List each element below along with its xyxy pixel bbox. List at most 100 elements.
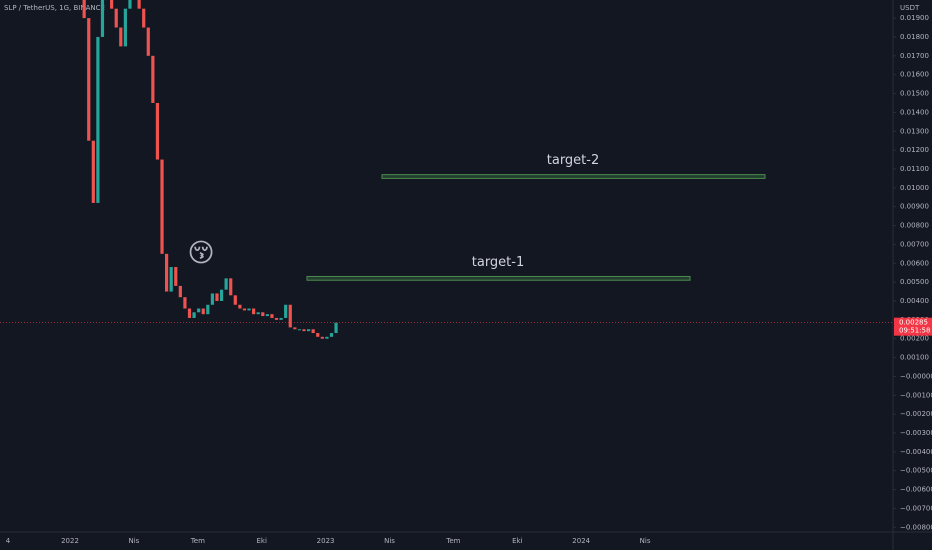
y-tick-label: 0.01900 (900, 14, 929, 22)
y-tick-label: 0.00600 (900, 259, 929, 267)
x-tick-label: Nis (640, 537, 651, 545)
y-tick-label: 0.01100 (900, 165, 929, 173)
candle (165, 253, 169, 292)
candle (261, 312, 265, 317)
y-tick-label: −0.00500 (900, 467, 932, 475)
candle (229, 278, 233, 296)
x-tick-label: 2023 (317, 537, 335, 545)
candle (197, 308, 201, 313)
target-zone (381, 174, 766, 179)
candle (316, 333, 320, 337)
candle (128, 0, 132, 9)
candle (87, 18, 91, 141)
y-tick-label: −0.00100 (900, 391, 932, 399)
candle (151, 55, 155, 103)
y-tick-label: −0.00300 (900, 429, 932, 437)
candle (178, 285, 182, 298)
candle (174, 267, 178, 286)
axis-unit: USDT (900, 4, 920, 12)
plot: target-2 target-1 😚 (82, 0, 766, 339)
y-tick-label: 0.01300 (900, 127, 929, 135)
target-label: target-1 (472, 255, 525, 270)
y-tick-label: 0.00100 (900, 354, 929, 362)
candle (293, 327, 297, 330)
candle (206, 304, 210, 315)
x-tick-label: 2022 (61, 537, 79, 545)
candle (169, 267, 173, 292)
y-tick-label: 0.00400 (900, 297, 929, 305)
candle (119, 27, 123, 47)
candle (252, 308, 256, 315)
candle (114, 8, 118, 28)
candle (265, 314, 269, 317)
candle (279, 317, 283, 320)
candle (155, 102, 160, 160)
x-tick-label: Tem (445, 537, 460, 545)
y-tick-label: −0.00200 (900, 410, 932, 418)
candle (247, 308, 251, 311)
candle (320, 336, 324, 339)
y-tick-label: −0.00600 (900, 486, 932, 494)
candle (160, 159, 164, 254)
emoji: 😚 (187, 239, 214, 269)
candle (334, 322, 338, 334)
y-tick-label: 0.00500 (900, 278, 929, 286)
candle (288, 304, 292, 328)
symbol-header: SLP / TetherUS, 1G, BINANCE (4, 4, 105, 12)
y-tick-label: −0.00800 (900, 523, 932, 531)
y-tick-label: 0.01500 (900, 90, 929, 98)
candle (146, 27, 150, 56)
x-tick-label: Nis (128, 537, 139, 545)
candle (284, 304, 288, 318)
x-tick-label: 2024 (572, 537, 590, 545)
candle (242, 308, 247, 311)
candle (224, 278, 228, 290)
candle (302, 329, 306, 332)
x-tick-label: Tem (190, 537, 205, 545)
candle (274, 317, 279, 320)
candle (297, 329, 302, 331)
candle (123, 8, 127, 47)
y-tick-label: 0.01800 (900, 33, 929, 41)
candle (91, 140, 95, 203)
candle (142, 8, 146, 28)
target-zone (306, 275, 691, 281)
y-tick-label: −0.00000 (900, 372, 932, 380)
y-tick-label: 0.01600 (900, 71, 929, 79)
candle (187, 308, 192, 318)
candle (306, 329, 311, 332)
candle (96, 36, 100, 203)
y-tick-label: −0.00700 (900, 504, 932, 512)
candle (311, 329, 315, 334)
candle (110, 0, 114, 9)
x-tick-label: Eki (256, 537, 266, 545)
y-tick-label: 0.00700 (900, 240, 929, 248)
candle (210, 293, 214, 305)
candle (82, 0, 86, 19)
x-tick-label: 4 (6, 537, 11, 545)
candle (183, 297, 187, 309)
y-tick-label: 0.01200 (900, 146, 929, 154)
candle (192, 312, 196, 318)
last-price-label: 0.00285 (899, 319, 928, 327)
candle (219, 289, 224, 301)
candle (270, 314, 274, 318)
candle (325, 336, 329, 339)
y-tick-label: −0.00400 (900, 448, 932, 456)
x-tick-label: Nis (384, 537, 395, 545)
x-tick-label: Eki (512, 537, 522, 545)
y-tick-label: 0.01700 (900, 52, 929, 60)
y-tick-label: 0.00800 (900, 222, 929, 230)
candle (201, 308, 205, 315)
y-tick-label: 0.00200 (900, 335, 929, 343)
candle (215, 293, 219, 301)
candle (329, 333, 334, 337)
candle (100, 0, 105, 37)
countdown: 09:51:58 (899, 327, 930, 335)
candle (238, 304, 242, 309)
candle (233, 295, 237, 305)
target-label: target-2 (547, 153, 600, 168)
candle (137, 0, 141, 9)
